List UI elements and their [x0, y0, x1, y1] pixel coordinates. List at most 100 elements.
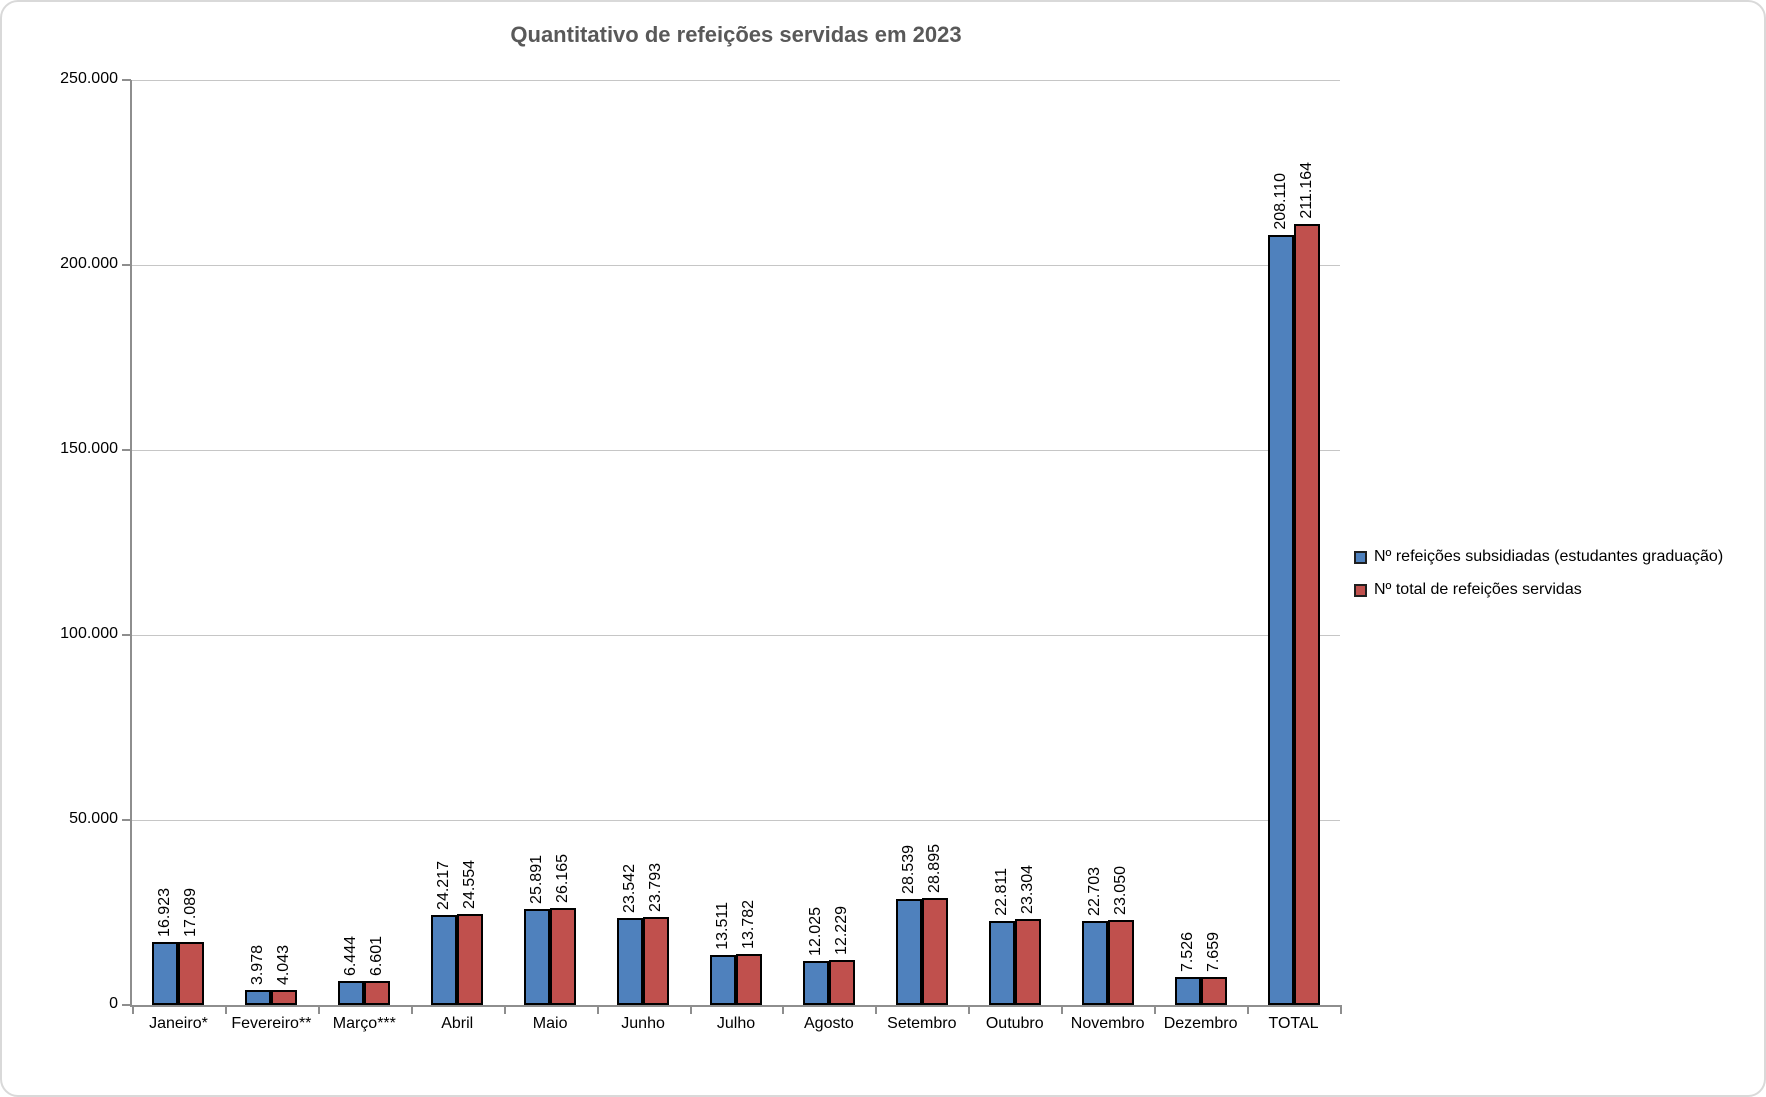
bar-total-refeicoes	[550, 908, 577, 1005]
y-axis-tick	[122, 449, 131, 451]
y-axis-tick	[122, 819, 131, 821]
bar-value-label: 4.043	[275, 944, 293, 985]
x-axis-tick	[224, 1005, 227, 1014]
x-axis-category-label: Janeiro*	[149, 1015, 208, 1032]
bar-refeicoes-subsidiadas	[1267, 235, 1294, 1005]
bar-value-label: 13.782	[740, 900, 757, 949]
x-axis-tick	[1154, 1005, 1157, 1014]
bar-value-label: 24.554	[461, 860, 479, 909]
bar-total-refeicoes	[828, 960, 855, 1005]
bar-value-label: 16.923	[156, 888, 174, 937]
bar-value-label: 6.601	[368, 935, 386, 976]
x-axis-category-label: Maio	[532, 1015, 568, 1032]
y-axis-tick-label: 150.000	[60, 440, 118, 457]
legend-item-label: Nº refeições subsidiadas (estudantes gra…	[1374, 548, 1724, 565]
gridline	[132, 635, 1340, 636]
gridline	[132, 450, 1340, 451]
x-axis-category-label: Agosto	[804, 1015, 854, 1032]
legend-item: Nº refeições subsidiadas (estudantes gra…	[1354, 548, 1723, 566]
x-axis-category-label: Novembro	[1070, 1015, 1145, 1032]
bar-total-refeicoes	[921, 898, 948, 1005]
bar-value-label: 3.978	[249, 944, 267, 985]
bar-value-label: 23.793	[647, 863, 665, 912]
bar-value-label: 6.444	[342, 935, 360, 976]
y-axis-tick-label: 0	[109, 995, 118, 1012]
x-axis-tick	[875, 1005, 878, 1014]
x-axis-tick	[1247, 1005, 1250, 1014]
x-axis-category-label: TOTAL	[1268, 1015, 1319, 1032]
legend-item-label: Nº total de refeições servidas	[1374, 581, 1582, 598]
x-axis-category-label: Dezembro	[1163, 1015, 1238, 1032]
bar-total-refeicoes	[643, 917, 670, 1005]
x-axis-tick	[1061, 1005, 1064, 1014]
bar-value-label: 7.659	[1204, 931, 1222, 972]
bar-refeicoes-subsidiadas	[152, 942, 179, 1005]
chart-title: Quantitativo de refeições servidas em 20…	[510, 22, 962, 47]
bar-total-refeicoes	[736, 954, 762, 1005]
bar-refeicoes-subsidiadas	[617, 918, 644, 1005]
bar-value-label: 12.025	[806, 907, 824, 956]
y-axis-tick-label: 200.000	[60, 255, 118, 272]
bar-total-refeicoes	[1107, 920, 1134, 1005]
y-axis-tick	[122, 634, 131, 636]
bar-refeicoes-subsidiadas	[1174, 977, 1201, 1005]
x-axis-category-label: Março***	[332, 1015, 396, 1032]
y-axis-tick-label: 100.000	[60, 625, 118, 642]
bar-refeicoes-subsidiadas	[802, 961, 829, 1005]
bar-refeicoes-subsidiadas	[1081, 921, 1108, 1005]
bar-total-refeicoes	[271, 990, 298, 1005]
legend-swatch-subsidiadas	[1354, 550, 1367, 564]
bar-refeicoes-subsidiadas	[710, 955, 736, 1005]
x-axis-category-label: Abril	[441, 1015, 474, 1032]
y-axis-tick-label: 250.000	[60, 70, 118, 87]
x-axis-tick	[317, 1005, 320, 1014]
x-axis-category-label: Junho	[621, 1015, 665, 1032]
bar-value-label: 24.217	[435, 861, 453, 910]
bar-value-label: 28.895	[925, 844, 943, 893]
bar-total-refeicoes	[1293, 224, 1320, 1005]
bar-total-refeicoes	[178, 942, 205, 1005]
bar-value-label: 211.164	[1297, 162, 1315, 219]
legend: Nº refeições subsidiadas (estudantes gra…	[1354, 548, 1723, 614]
bar-refeicoes-subsidiadas	[431, 915, 458, 1005]
bar-value-label: 12.229	[832, 906, 850, 955]
x-axis-category-label: Outubro	[985, 1015, 1044, 1032]
bar-value-label: 17.089	[182, 888, 200, 937]
bar-total-refeicoes	[457, 914, 484, 1005]
bar-value-label: 23.542	[621, 864, 639, 913]
bar-value-label: 13.511	[714, 902, 731, 950]
bar-value-label: 7.526	[1178, 931, 1196, 972]
x-axis-tick	[132, 1005, 134, 1014]
x-axis-tick	[782, 1005, 785, 1014]
gridline	[132, 265, 1340, 266]
bar-value-label: 28.539	[899, 845, 917, 894]
x-axis-tick	[503, 1005, 506, 1014]
bar-total-refeicoes	[1200, 977, 1227, 1005]
bar-refeicoes-subsidiadas	[338, 981, 365, 1005]
x-axis-category-label: Julho	[716, 1015, 756, 1032]
x-axis-tick	[968, 1005, 971, 1014]
x-axis-tick	[410, 1005, 413, 1014]
bar-value-label: 22.703	[1085, 867, 1103, 916]
bar-value-label: 25.891	[528, 855, 546, 904]
x-axis-tick	[596, 1005, 599, 1014]
x-axis-tick	[689, 1005, 692, 1014]
bar-value-label: 23.304	[1018, 865, 1036, 914]
bar-total-refeicoes	[1014, 919, 1041, 1005]
bar-refeicoes-subsidiadas	[988, 921, 1015, 1005]
y-axis-tick	[122, 264, 131, 266]
gridline	[132, 820, 1340, 821]
x-axis-line	[130, 1005, 1342, 1007]
y-axis-tick	[122, 1004, 131, 1006]
bar-refeicoes-subsidiadas	[245, 990, 272, 1005]
y-axis-tick	[122, 79, 131, 81]
gridline	[132, 80, 1340, 81]
y-axis-line	[130, 80, 132, 1005]
bar-refeicoes-subsidiadas	[524, 909, 551, 1005]
legend-swatch-total	[1354, 583, 1367, 597]
bar-value-label: 22.811	[992, 868, 1010, 916]
bar-value-label: 26.165	[554, 854, 572, 903]
y-axis-tick-label: 50.000	[69, 810, 118, 827]
legend-item: Nº total de refeições servidas	[1354, 581, 1723, 599]
